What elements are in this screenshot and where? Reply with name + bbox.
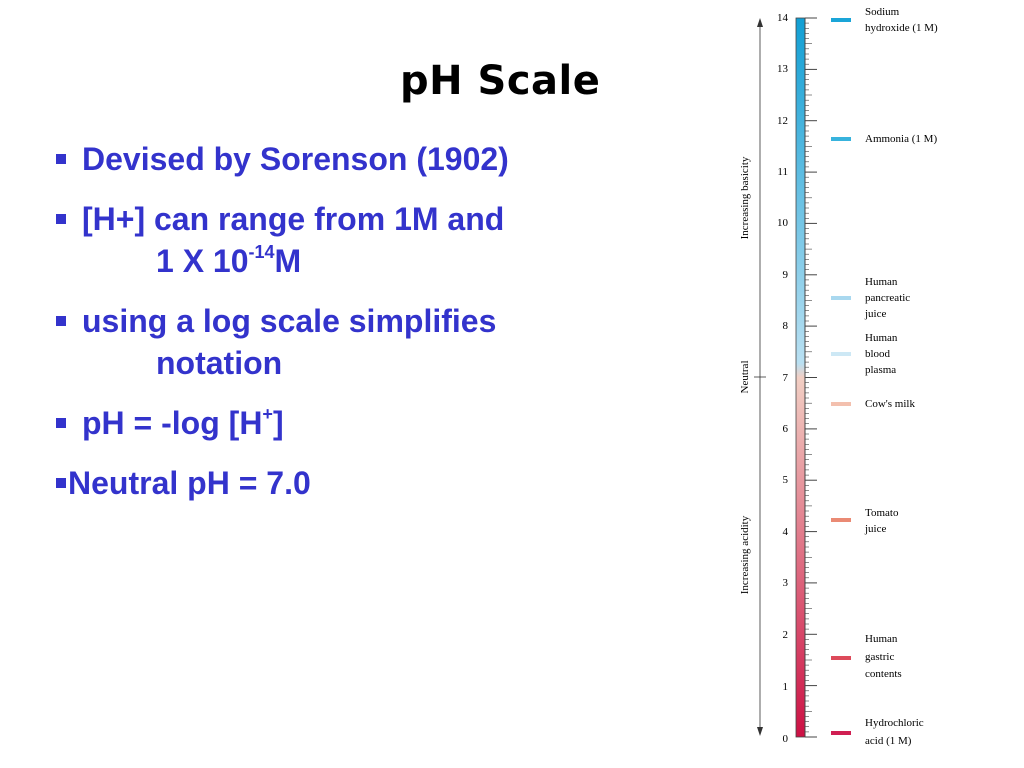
swatch xyxy=(831,402,851,406)
substance-marker-cows-milk: Cow's milk xyxy=(831,398,915,410)
increasing-acidity-label: Increasing acidity xyxy=(739,515,751,594)
substance-marker-hydrochloric-acid: Hydrochloric acid (1 M) xyxy=(831,717,924,747)
tick-label-14: 14 xyxy=(777,12,789,24)
superscript: + xyxy=(262,404,273,424)
tick-label-10: 10 xyxy=(777,217,789,229)
substance-marker-sodium-hydroxide: Sodium hydroxide (1 M) xyxy=(831,6,938,34)
substance-marker-blood-plasma: Human blood plasma xyxy=(831,332,898,376)
tick-label-11: 11 xyxy=(777,166,788,178)
bullet-text: ] xyxy=(272,405,284,441)
label-mask xyxy=(735,497,753,613)
neutral-label: Neutral xyxy=(739,361,751,394)
substance-label: Tomato xyxy=(865,507,899,519)
substance-label: hydroxide (1 M) xyxy=(865,22,938,34)
tick-label-2: 2 xyxy=(783,629,789,641)
substance-label: Human xyxy=(865,332,898,344)
bullet-continuation: notation xyxy=(156,345,283,381)
substance-label: Human xyxy=(865,633,898,645)
tick-label-4: 4 xyxy=(783,526,789,538)
ph-color-bar xyxy=(795,17,806,738)
substance-marker-tomato-juice: Tomato juice xyxy=(831,507,899,535)
tick-label-5: 5 xyxy=(783,474,789,486)
substance-marker-ammonia: Ammonia (1 M) xyxy=(831,133,937,145)
substance-label: blood xyxy=(865,348,891,360)
tick-label-12: 12 xyxy=(777,115,788,127)
substance-label: Cow's milk xyxy=(865,398,915,410)
tick-labels: 0 1 2 3 4 5 6 7 8 9 10 11 12 13 14 xyxy=(777,12,789,745)
square-bullet-icon xyxy=(56,316,66,326)
swatch xyxy=(831,731,851,735)
bullet-text: Devised by Sorenson (1902) xyxy=(82,141,509,177)
tick-label-3: 3 xyxy=(783,577,789,589)
substance-label: juice xyxy=(864,523,886,535)
square-bullet-icon xyxy=(56,214,66,224)
tick-label-9: 9 xyxy=(783,269,789,281)
tick-marks xyxy=(805,17,817,738)
bullet-text: Neutral pH = 7.0 xyxy=(68,465,311,501)
swatch xyxy=(831,18,851,22)
tick-label-13: 13 xyxy=(777,63,789,75)
bullet-text: using a log scale simplifies xyxy=(82,303,497,339)
substance-label: gastric xyxy=(865,651,894,663)
bullet-item: Neutral pH = 7.0 xyxy=(54,462,644,504)
substance-label: plasma xyxy=(865,364,896,376)
swatch xyxy=(831,656,851,660)
bullet-item: pH = -log [H+] xyxy=(54,402,644,444)
bullet-item: using a log scale simplifies notation xyxy=(54,300,644,384)
swatch xyxy=(831,137,851,141)
substance-label: Ammonia (1 M) xyxy=(865,133,937,145)
substance-label: contents xyxy=(865,668,902,680)
tick-label-1: 1 xyxy=(783,681,789,693)
label-mask xyxy=(735,138,753,260)
ph-scale-figure: 0 1 2 3 4 5 6 7 8 9 10 11 12 13 14 Incre… xyxy=(735,6,938,747)
tick-label-7: 7 xyxy=(783,372,789,384)
tick-label-8: 8 xyxy=(783,320,789,332)
swatch xyxy=(831,296,851,300)
substance-label: pancreatic xyxy=(865,292,910,304)
substance-label: Sodium xyxy=(865,6,900,18)
square-bullet-icon xyxy=(56,418,66,428)
slide-title: pH Scale xyxy=(400,58,601,104)
bullet-text: 1 X 10 xyxy=(156,243,249,279)
bullet-text: [H+] can range from 1M and xyxy=(82,201,505,237)
tick-label-6: 6 xyxy=(783,423,789,435)
substance-label: acid (1 M) xyxy=(865,735,912,747)
substance-label: Hydrochloric xyxy=(865,717,924,729)
bullet-continuation: 1 X 10-14M xyxy=(82,240,644,282)
substance-marker-gastric-contents: Human gastric contents xyxy=(831,633,902,680)
increasing-basicity-label: Increasing basicity xyxy=(739,156,751,239)
substance-label: juice xyxy=(864,308,886,320)
bullet-item: Devised by Sorenson (1902) xyxy=(54,138,644,180)
square-bullet-icon xyxy=(56,154,66,164)
tick-label-0: 0 xyxy=(783,733,789,745)
swatch xyxy=(831,518,851,522)
superscript: -14 xyxy=(248,242,275,262)
direction-arrow xyxy=(754,18,766,736)
bullet-text: M xyxy=(274,243,302,279)
label-mask xyxy=(735,348,753,404)
bullet-item: [H+] can range from 1M and 1 X 10-14M xyxy=(54,198,644,282)
swatch xyxy=(831,352,851,356)
bullet-text: pH = -log [H xyxy=(82,405,263,441)
square-bullet-icon xyxy=(56,478,66,488)
substance-label: Human xyxy=(865,276,898,288)
bullet-list: Devised by Sorenson (1902) [H+] can rang… xyxy=(54,138,644,522)
substance-marker-pancreatic-juice: Human pancreatic juice xyxy=(831,276,910,320)
